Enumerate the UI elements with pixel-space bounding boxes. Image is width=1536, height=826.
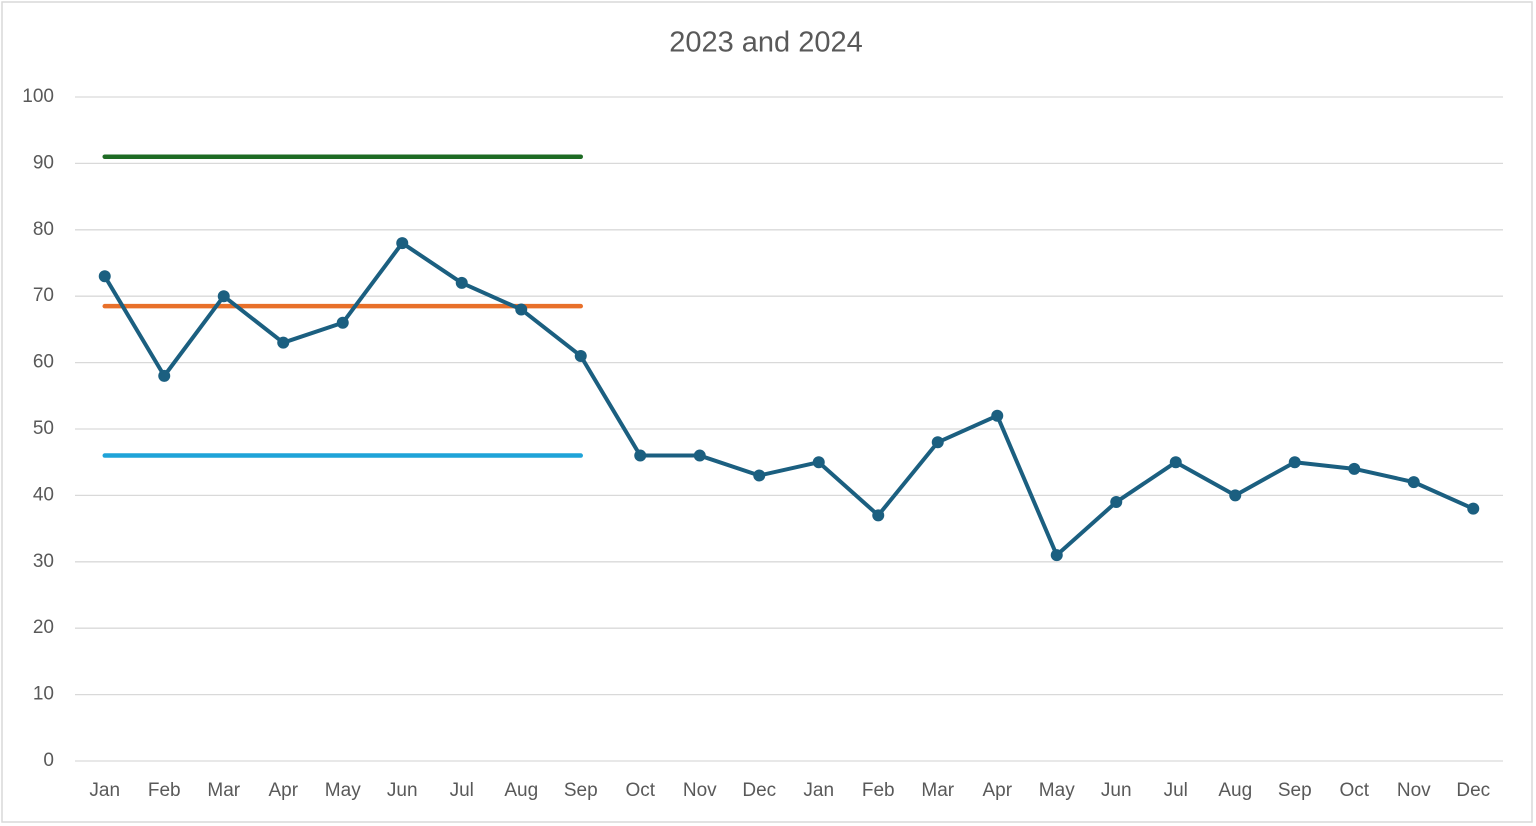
x-tick-label: Mar [207,780,240,801]
x-tick-label: Oct [625,780,655,801]
data-point [515,303,528,316]
x-tick-label: Jun [1101,780,1132,801]
data-point [1229,489,1242,502]
y-tick-label: 100 [22,86,54,107]
data-point [336,316,349,329]
x-tick-label: Jul [450,780,474,801]
y-tick-label: 20 [33,617,54,638]
chart-title: 2023 and 2024 [669,27,863,59]
x-tick-label: Sep [564,780,598,801]
x-tick-label: Jul [1164,780,1188,801]
y-tick-label: 60 [33,352,54,373]
y-tick-label: 90 [33,152,54,173]
y-tick-label: 0 [43,750,54,771]
x-tick-label: Dec [1456,780,1490,801]
y-tick-label: 70 [33,285,54,306]
data-point [1348,462,1361,475]
data-point [931,436,944,449]
x-tick-label: Apr [982,780,1012,801]
data-point [1288,456,1301,469]
x-tick-label: Feb [862,780,895,801]
data-point [98,270,111,283]
x-tick-label: Nov [683,780,717,801]
x-tick-label: Aug [1218,780,1252,801]
x-tick-label: Jan [803,780,834,801]
data-point [277,336,290,349]
x-tick-label: May [1039,780,1075,801]
data-point [1050,549,1063,562]
data-point [396,237,409,250]
x-tick-label: Sep [1278,780,1312,801]
data-point [158,369,171,382]
x-tick-label: Mar [921,780,954,801]
y-tick-label: 30 [33,551,54,572]
y-tick-label: 10 [33,684,54,705]
y-tick-label: 80 [33,219,54,240]
data-point [812,456,825,469]
y-tick-label: 50 [33,418,54,439]
x-tick-label: Jun [387,780,418,801]
data-point [753,469,766,482]
data-point [872,509,885,522]
x-tick-label: Feb [148,780,181,801]
data-point [1110,496,1123,509]
y-tick-label: 40 [33,484,54,505]
x-tick-label: Aug [504,780,538,801]
x-tick-label: Apr [268,780,298,801]
series-line [102,241,1476,558]
data-point [1407,476,1420,489]
data-point [574,349,587,362]
x-tick-label: Oct [1339,780,1369,801]
data-point [991,409,1004,422]
x-tick-label: Jan [89,780,120,801]
x-tick-label: Nov [1397,780,1431,801]
data-point [455,276,468,289]
data-point [1169,456,1182,469]
data-point [634,449,647,462]
data-point [693,449,706,462]
data-point [1467,502,1480,515]
data-point [217,290,230,303]
x-tick-label: Dec [742,780,776,801]
x-tick-label: May [325,780,361,801]
